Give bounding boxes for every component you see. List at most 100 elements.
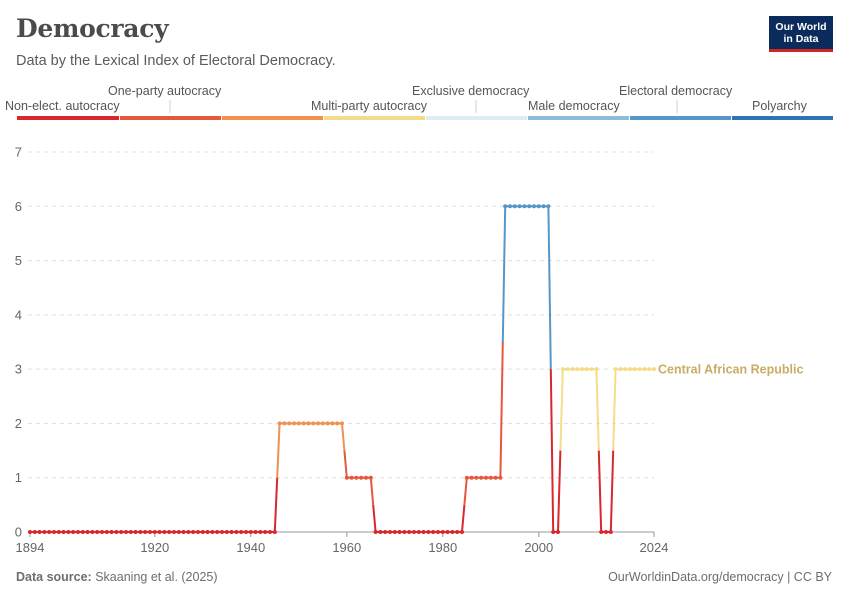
data-point bbox=[440, 530, 445, 534]
data-point bbox=[455, 530, 460, 534]
y-tick-label: 1 bbox=[15, 470, 22, 485]
data-point bbox=[191, 530, 196, 534]
data-point bbox=[152, 530, 157, 534]
data-point bbox=[479, 475, 484, 480]
series-segment bbox=[369, 477, 375, 505]
series-segment bbox=[372, 504, 377, 533]
series-segment bbox=[549, 369, 555, 533]
data-source-label: Data source: bbox=[16, 570, 92, 584]
series-segment bbox=[609, 450, 615, 533]
data-point bbox=[541, 204, 546, 209]
series-points bbox=[28, 204, 656, 534]
data-point bbox=[71, 530, 76, 534]
data-point bbox=[642, 367, 647, 372]
chart-subtitle: Data by the Lexical Index of Electoral D… bbox=[16, 53, 336, 69]
series-segment bbox=[557, 450, 562, 533]
data-point bbox=[95, 530, 100, 534]
data-point bbox=[215, 530, 220, 534]
data-point bbox=[104, 530, 109, 534]
data-point bbox=[416, 530, 421, 534]
data-point bbox=[340, 421, 344, 426]
data-point bbox=[133, 530, 138, 534]
series-segment bbox=[547, 206, 552, 370]
legend-swatch bbox=[528, 116, 629, 120]
legend-label[interactable]: Male democracy bbox=[528, 99, 620, 113]
legend-swatch bbox=[120, 116, 221, 120]
legend-swatch bbox=[324, 116, 425, 120]
data-point bbox=[272, 530, 277, 534]
data-point bbox=[325, 421, 330, 426]
data-point bbox=[378, 530, 383, 534]
data-point bbox=[306, 421, 311, 426]
data-point bbox=[426, 530, 431, 534]
legend-swatch bbox=[17, 116, 119, 120]
owid-logo[interactable]: Our World in Data bbox=[769, 16, 833, 52]
data-point bbox=[119, 530, 124, 534]
data-point bbox=[560, 367, 565, 372]
series-label[interactable]: Central African Republic bbox=[658, 363, 803, 377]
legend-label[interactable]: Non-elect. autocracy bbox=[5, 99, 120, 113]
data-point bbox=[474, 475, 479, 480]
data-point bbox=[296, 421, 301, 426]
data-point bbox=[599, 530, 604, 534]
legend-label[interactable]: Exclusive democracy bbox=[412, 84, 530, 98]
data-point bbox=[589, 367, 594, 372]
data-point bbox=[76, 530, 80, 534]
data-point bbox=[128, 530, 133, 534]
data-point bbox=[450, 530, 455, 534]
data-point bbox=[469, 475, 474, 480]
data-point bbox=[565, 367, 570, 372]
data-point bbox=[397, 530, 402, 534]
data-point bbox=[239, 530, 244, 534]
data-point bbox=[316, 421, 320, 426]
logo-line-1: Our World bbox=[775, 21, 827, 33]
data-point bbox=[618, 367, 623, 372]
data-point bbox=[66, 530, 71, 534]
data-point bbox=[248, 530, 253, 534]
data-point bbox=[282, 421, 287, 426]
data-point bbox=[637, 367, 642, 372]
data-point bbox=[220, 530, 224, 534]
data-point bbox=[584, 367, 589, 372]
data-point bbox=[200, 530, 205, 534]
series-segment bbox=[501, 206, 507, 343]
legend-label[interactable]: One-party autocracy bbox=[108, 84, 222, 98]
series-segment bbox=[461, 504, 466, 533]
data-point bbox=[359, 475, 364, 480]
data-point bbox=[436, 530, 440, 534]
data-point bbox=[224, 530, 229, 534]
data-point bbox=[301, 421, 306, 426]
data-point bbox=[109, 530, 114, 534]
data-point bbox=[608, 530, 613, 534]
data-point bbox=[517, 204, 522, 209]
data-point bbox=[344, 475, 349, 480]
data-point bbox=[205, 530, 210, 534]
x-tick-label: 1920 bbox=[140, 540, 169, 555]
data-point bbox=[268, 530, 272, 534]
x-tick-label: 2000 bbox=[524, 540, 553, 555]
series-segment bbox=[463, 477, 468, 505]
data-point bbox=[364, 475, 368, 480]
x-tick-label: 2024 bbox=[640, 540, 669, 555]
legend-swatch bbox=[222, 116, 323, 120]
x-tick-label: 1960 bbox=[332, 540, 361, 555]
legend-label[interactable]: Multi-party autocracy bbox=[311, 99, 428, 113]
data-point bbox=[143, 530, 148, 534]
data-point bbox=[464, 475, 469, 480]
data-point bbox=[320, 421, 325, 426]
data-point bbox=[186, 530, 191, 534]
y-tick-label: 3 bbox=[15, 362, 22, 377]
y-tick-label: 4 bbox=[15, 307, 22, 322]
data-point bbox=[368, 475, 373, 480]
legend-label[interactable]: Electoral democracy bbox=[619, 84, 733, 98]
data-point bbox=[546, 204, 551, 209]
data-point bbox=[460, 530, 464, 534]
x-tick-label: 1894 bbox=[16, 540, 45, 555]
data-source-text[interactable]: Skaaning et al. (2025) bbox=[95, 570, 218, 584]
data-point bbox=[47, 530, 52, 534]
data-point bbox=[445, 530, 450, 534]
legend-label[interactable]: Polyarchy bbox=[752, 99, 808, 113]
data-point bbox=[407, 530, 412, 534]
data-point bbox=[570, 367, 575, 372]
footer-link[interactable]: OurWorldinData.org/democracy | CC BY bbox=[608, 570, 832, 584]
